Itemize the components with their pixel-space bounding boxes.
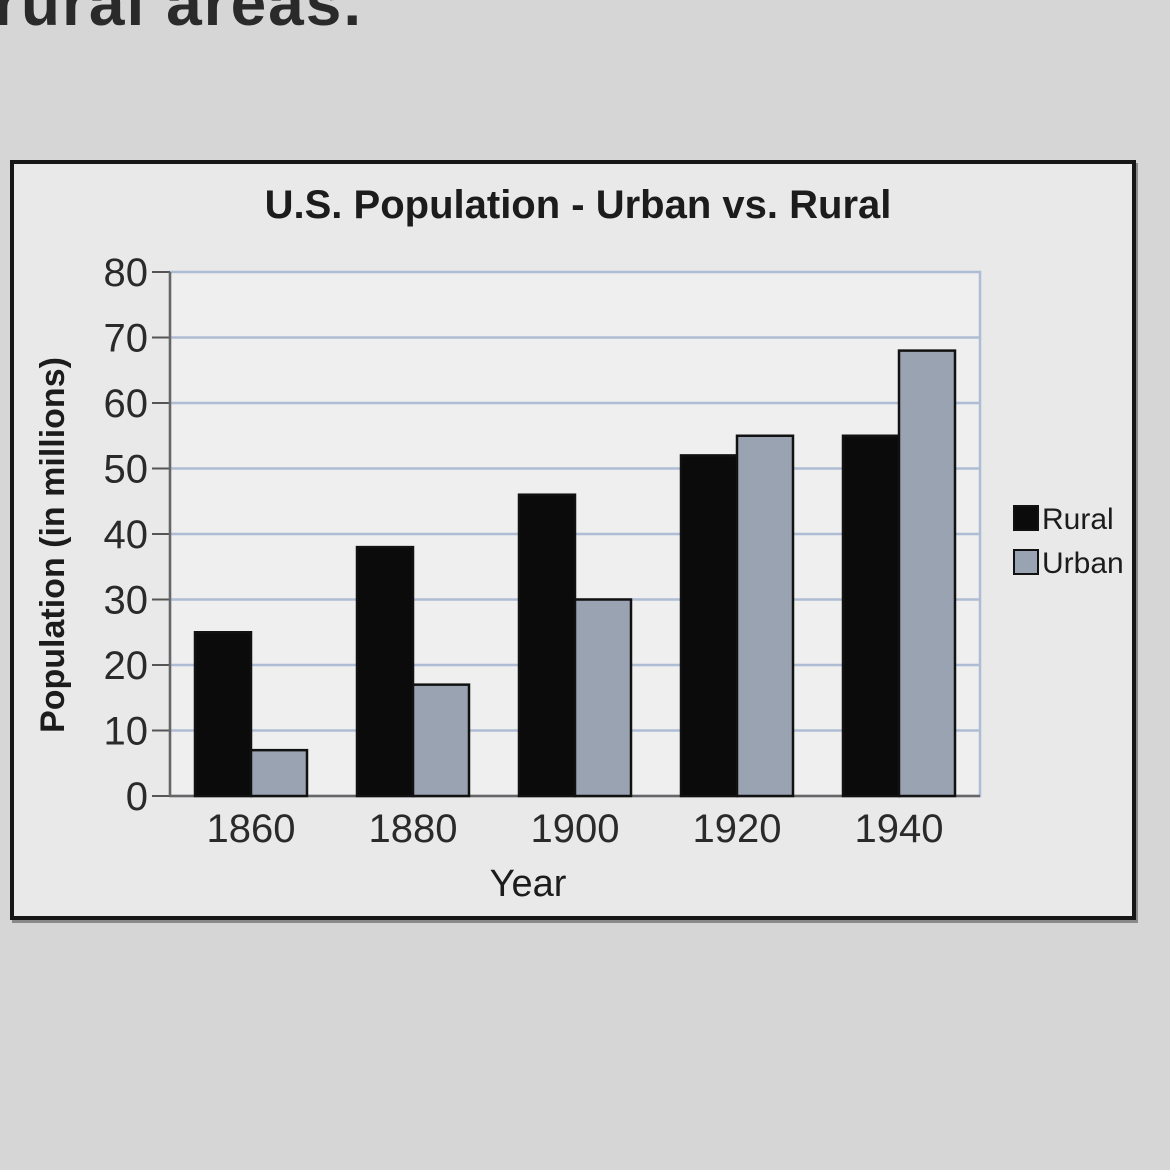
bar-urban-1880 — [411, 683, 471, 798]
y-tick-label: 40 — [104, 513, 149, 557]
y-tick-label: 80 — [104, 251, 149, 295]
y-tick-label: 50 — [104, 448, 149, 492]
y-tick-label: 60 — [104, 382, 149, 426]
y-axis-title: Population (in millions) — [34, 357, 72, 733]
bar-rural-1920 — [679, 454, 739, 798]
legend-label-rural: Rural — [1042, 503, 1114, 536]
y-tick-label: 0 — [126, 775, 148, 819]
y-tick-label: 30 — [104, 579, 149, 623]
x-tick-label: 1940 — [855, 807, 944, 851]
y-tick-label: 10 — [104, 710, 149, 754]
y-tick-label: 70 — [104, 317, 149, 361]
x-tick-label: 1900 — [531, 807, 620, 851]
x-tick-label: 1920 — [693, 807, 782, 851]
x-tick-label: 1860 — [207, 807, 296, 851]
x-axis-title: Year — [490, 863, 567, 905]
x-tick-label: 1880 — [369, 807, 458, 851]
legend-swatch-urban — [1013, 549, 1039, 575]
bar-rural-1940 — [841, 434, 901, 798]
bar-urban-1940 — [897, 349, 957, 798]
y-tick-label: 20 — [104, 644, 149, 688]
bar-rural-1860 — [193, 631, 253, 798]
bar-urban-1900 — [573, 598, 633, 798]
bar-rural-1880 — [355, 545, 415, 798]
cutoff-heading-text: rural areas. — [0, 0, 364, 39]
legend-label-urban: Urban — [1042, 547, 1124, 580]
bar-urban-1860 — [249, 748, 309, 798]
legend-swatch-rural — [1013, 505, 1039, 531]
bar-urban-1920 — [735, 434, 795, 798]
bar-rural-1900 — [517, 493, 577, 798]
chart-title: U.S. Population - Urban vs. Rural — [265, 183, 892, 227]
